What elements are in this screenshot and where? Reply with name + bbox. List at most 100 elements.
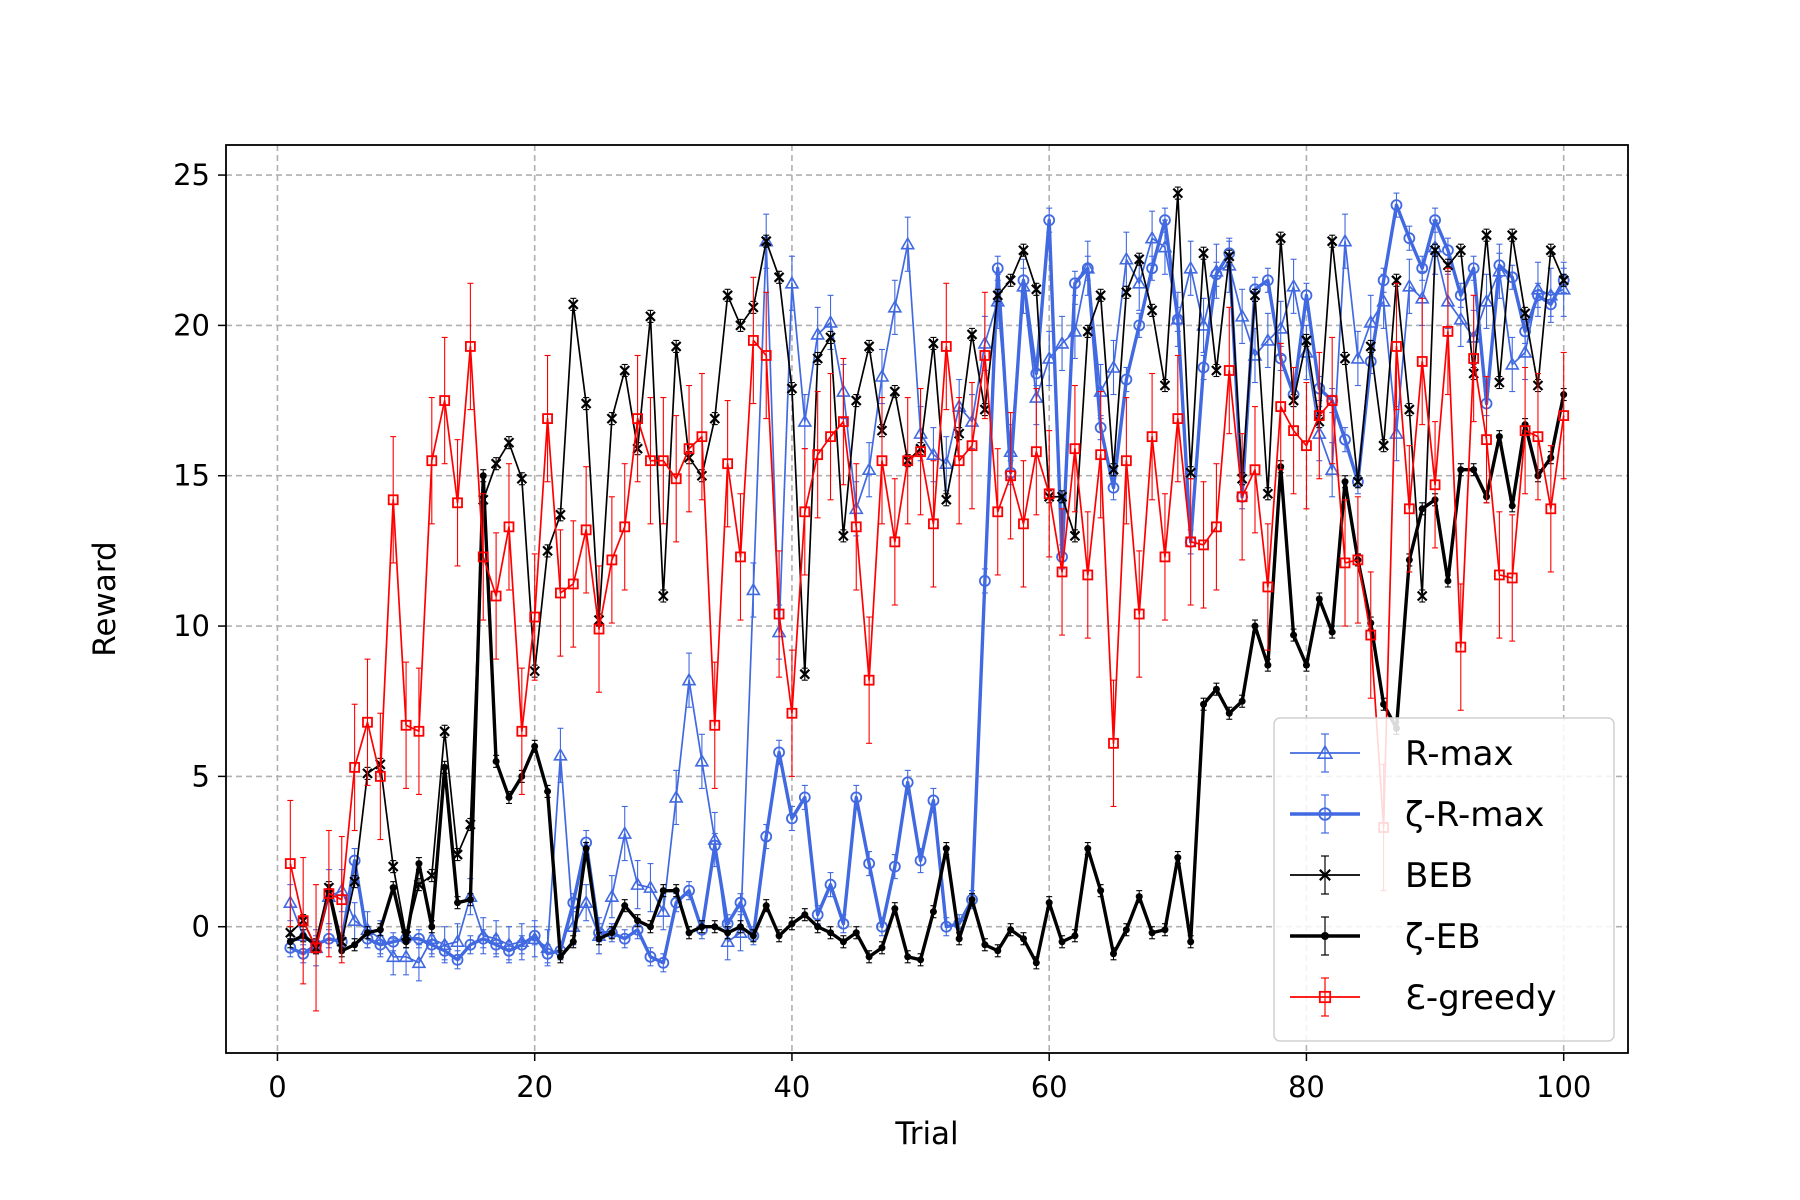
data-point — [1045, 899, 1053, 907]
data-point — [1187, 938, 1195, 946]
data-point — [387, 494, 399, 506]
data-point — [1455, 641, 1467, 653]
data-point — [955, 935, 963, 943]
data-point — [544, 787, 552, 795]
data-point — [619, 365, 631, 376]
data-point — [619, 521, 631, 533]
data-point — [917, 956, 925, 964]
data-point — [348, 854, 361, 867]
data-point — [747, 335, 759, 346]
data-point — [1519, 308, 1531, 319]
legend-marker — [1316, 744, 1334, 759]
data-point — [929, 908, 937, 916]
data-point — [1288, 425, 1299, 437]
data-point — [1341, 478, 1349, 486]
y-tick-label: 0 — [192, 910, 210, 944]
data-point — [1107, 481, 1120, 494]
data-point — [1479, 293, 1494, 307]
data-point — [578, 895, 594, 908]
data-point — [1056, 566, 1068, 578]
data-point — [1211, 365, 1222, 376]
data-point — [670, 341, 682, 352]
data-point — [555, 587, 566, 599]
data-point — [850, 521, 862, 533]
series-3 — [286, 387, 1568, 970]
data-point — [542, 545, 553, 557]
data-point — [1313, 410, 1325, 421]
legend-label: Ɛ-greedy — [1405, 978, 1557, 1018]
data-point — [1339, 353, 1351, 364]
y-tick-label: 10 — [173, 609, 210, 643]
data-point — [784, 275, 800, 289]
data-point — [490, 938, 503, 951]
data-point — [542, 413, 553, 425]
data-point — [580, 398, 592, 409]
data-point — [1084, 845, 1092, 853]
series-line — [289, 394, 1566, 965]
legend-marker — [1320, 931, 1330, 941]
data-point — [582, 845, 590, 853]
data-point — [1007, 926, 1015, 934]
data-point — [1031, 284, 1042, 295]
data-point — [1301, 335, 1312, 346]
y-tick-label: 20 — [173, 308, 210, 342]
series-line — [289, 192, 1565, 949]
data-point — [1159, 214, 1171, 227]
data-point — [1506, 572, 1518, 584]
data-point — [850, 791, 863, 804]
data-point — [1071, 932, 1079, 940]
legend-marker — [1318, 807, 1332, 821]
data-point — [595, 935, 603, 943]
data-point — [1122, 926, 1130, 934]
data-point — [528, 929, 541, 942]
data-point — [1350, 350, 1366, 364]
data-point — [568, 299, 579, 310]
data-point — [1301, 440, 1312, 452]
data-point — [439, 395, 451, 406]
series-line — [289, 237, 1565, 964]
legend-box — [1273, 717, 1615, 1042]
data-point — [413, 725, 425, 737]
data-point — [863, 341, 875, 352]
data-point — [1455, 244, 1467, 256]
series-line — [289, 203, 1566, 965]
data-point — [681, 672, 697, 686]
data-point — [786, 383, 798, 394]
data-point — [606, 413, 618, 424]
data-point — [531, 742, 539, 750]
data-point — [1493, 569, 1505, 581]
legend-label: R-max — [1405, 734, 1514, 774]
data-point — [284, 858, 296, 869]
legend-label: ζ-EB — [1405, 917, 1481, 957]
data-point — [1018, 518, 1029, 530]
data-point — [630, 877, 645, 890]
data-point — [1352, 554, 1364, 566]
data-point — [942, 845, 950, 853]
data-point — [1081, 262, 1094, 275]
data-point — [812, 449, 824, 461]
data-point — [1172, 187, 1184, 199]
y-tick-label: 15 — [173, 459, 210, 493]
data-point — [593, 623, 605, 635]
data-point — [1302, 661, 1310, 669]
data-point — [1493, 259, 1506, 272]
data-point — [387, 861, 399, 872]
data-point — [479, 472, 487, 480]
data-point — [694, 753, 710, 767]
legend-entry-3: ζ-EB — [1290, 916, 1481, 957]
data-point — [425, 938, 438, 951]
y-axis-label: Reward — [87, 541, 123, 656]
data-point — [297, 915, 309, 927]
data-point — [555, 509, 566, 521]
data-point — [515, 938, 528, 951]
data-point — [1159, 380, 1171, 391]
data-point — [1275, 401, 1287, 412]
data-point — [1017, 274, 1030, 287]
legend-marker — [1319, 869, 1331, 881]
data-point — [1468, 353, 1480, 364]
data-point — [349, 876, 360, 887]
data-point — [696, 431, 708, 443]
data-point — [492, 757, 500, 765]
data-point — [1442, 244, 1454, 257]
data-point — [760, 830, 773, 843]
